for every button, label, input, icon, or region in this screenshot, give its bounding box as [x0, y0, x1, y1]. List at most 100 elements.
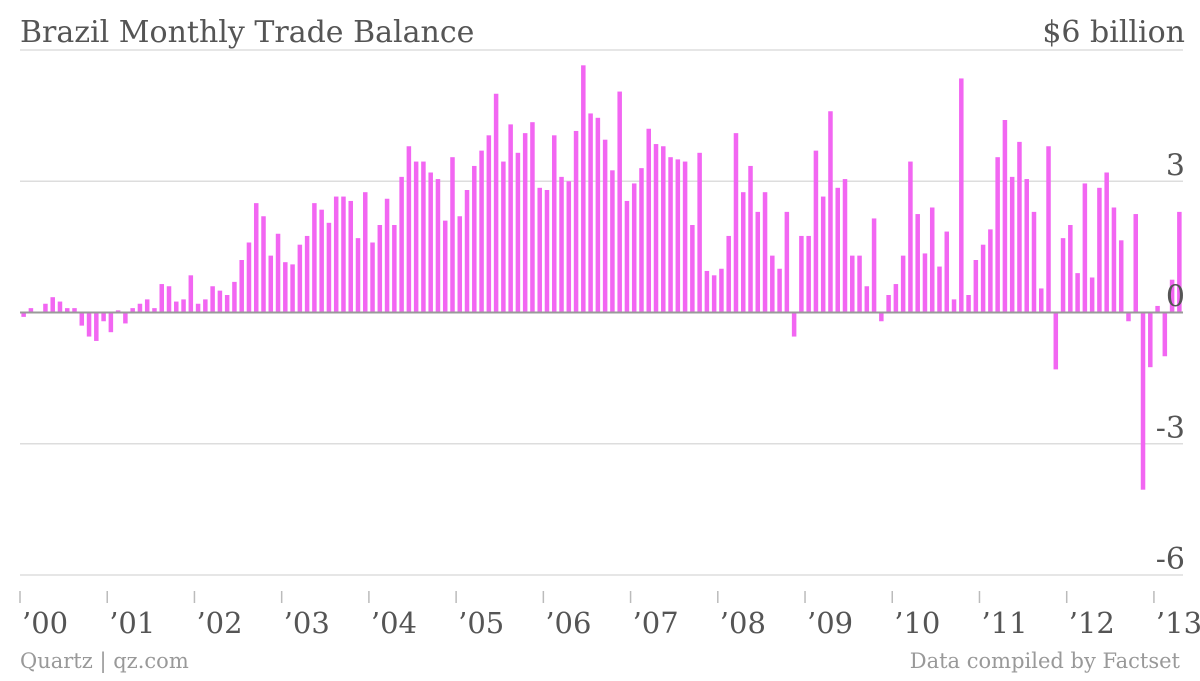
bar — [995, 157, 1000, 313]
bar — [442, 220, 448, 313]
bar — [864, 286, 870, 313]
bar — [1002, 120, 1008, 313]
bar — [304, 235, 310, 313]
bar — [1082, 183, 1088, 313]
bar — [326, 222, 332, 313]
bar — [929, 207, 935, 313]
bar — [871, 218, 877, 313]
bar — [399, 176, 404, 313]
bar — [697, 152, 702, 313]
bar — [828, 111, 833, 313]
bar — [57, 301, 63, 313]
bar — [435, 179, 441, 313]
y-tick-label: -3 — [1156, 411, 1185, 446]
bar — [573, 130, 579, 313]
bar — [806, 235, 811, 313]
bar — [886, 295, 891, 313]
x-tick-label: ’12 — [1069, 606, 1115, 640]
bar — [537, 187, 542, 313]
bar — [1155, 305, 1160, 313]
bar — [711, 275, 717, 313]
x-tick-label: ’11 — [981, 606, 1027, 640]
bar — [428, 172, 433, 313]
x-tick-label: ’02 — [196, 606, 242, 640]
bar — [377, 225, 383, 313]
bar — [530, 122, 535, 313]
bar — [879, 312, 884, 322]
x-tick-label: ’06 — [545, 606, 591, 640]
bar — [740, 192, 746, 313]
bar — [1089, 277, 1095, 313]
bar — [188, 275, 194, 313]
bar — [501, 161, 506, 313]
bar — [181, 299, 186, 313]
bar — [1075, 273, 1080, 313]
bar — [1017, 141, 1022, 313]
bar — [835, 187, 840, 313]
bar — [195, 303, 201, 313]
bar — [1169, 279, 1175, 313]
bar — [1140, 312, 1146, 490]
bar — [210, 286, 215, 313]
bar — [79, 312, 85, 326]
x-tick-label: ’08 — [720, 606, 766, 640]
chart-title: Brazil Monthly Trade Balance — [20, 15, 474, 50]
bar — [733, 133, 739, 313]
y-axis: $6 billion 3 0 -3 -6 — [20, 15, 1185, 577]
bar — [101, 312, 106, 322]
bar — [631, 183, 637, 313]
bar — [115, 310, 121, 313]
x-tick-label: ’01 — [109, 606, 155, 640]
bar — [333, 196, 339, 313]
bar — [472, 165, 477, 313]
bar — [355, 238, 361, 313]
x-tick-label: ’00 — [22, 606, 68, 640]
bar — [922, 253, 928, 313]
bar — [283, 262, 288, 313]
bar — [1126, 312, 1131, 322]
bar — [842, 179, 848, 313]
bar — [144, 299, 150, 313]
bar — [791, 312, 797, 337]
bar — [1148, 312, 1153, 368]
bar — [784, 211, 790, 313]
bar — [123, 312, 128, 324]
bar — [966, 295, 971, 313]
bar — [937, 266, 942, 313]
bar — [152, 308, 157, 313]
bar — [392, 225, 397, 313]
bar — [951, 299, 957, 313]
bar — [552, 135, 557, 313]
bar — [1068, 225, 1073, 313]
bar — [130, 308, 135, 313]
bar — [704, 270, 710, 313]
bar — [268, 255, 274, 313]
bar — [1060, 238, 1066, 313]
bar — [261, 216, 266, 313]
bar — [508, 124, 513, 313]
bar — [624, 200, 630, 313]
bar — [988, 229, 993, 313]
bar — [290, 264, 295, 313]
bar — [748, 165, 753, 313]
bar — [1024, 179, 1029, 313]
bar — [566, 181, 572, 313]
bar — [450, 157, 455, 313]
bar — [479, 150, 484, 313]
bar — [1031, 211, 1037, 313]
bar — [406, 146, 412, 313]
y-tick-label: $6 billion — [1042, 15, 1185, 50]
bar — [515, 152, 521, 313]
y-tick-label: 3 — [1166, 148, 1185, 183]
bar — [319, 209, 324, 313]
bar — [72, 308, 77, 313]
bar — [544, 190, 550, 313]
x-tick-label: ’04 — [371, 606, 417, 640]
bar — [1118, 240, 1124, 313]
x-tick-label: ’10 — [894, 606, 940, 640]
bar — [522, 133, 528, 313]
bar — [86, 312, 92, 337]
bar — [239, 260, 244, 313]
